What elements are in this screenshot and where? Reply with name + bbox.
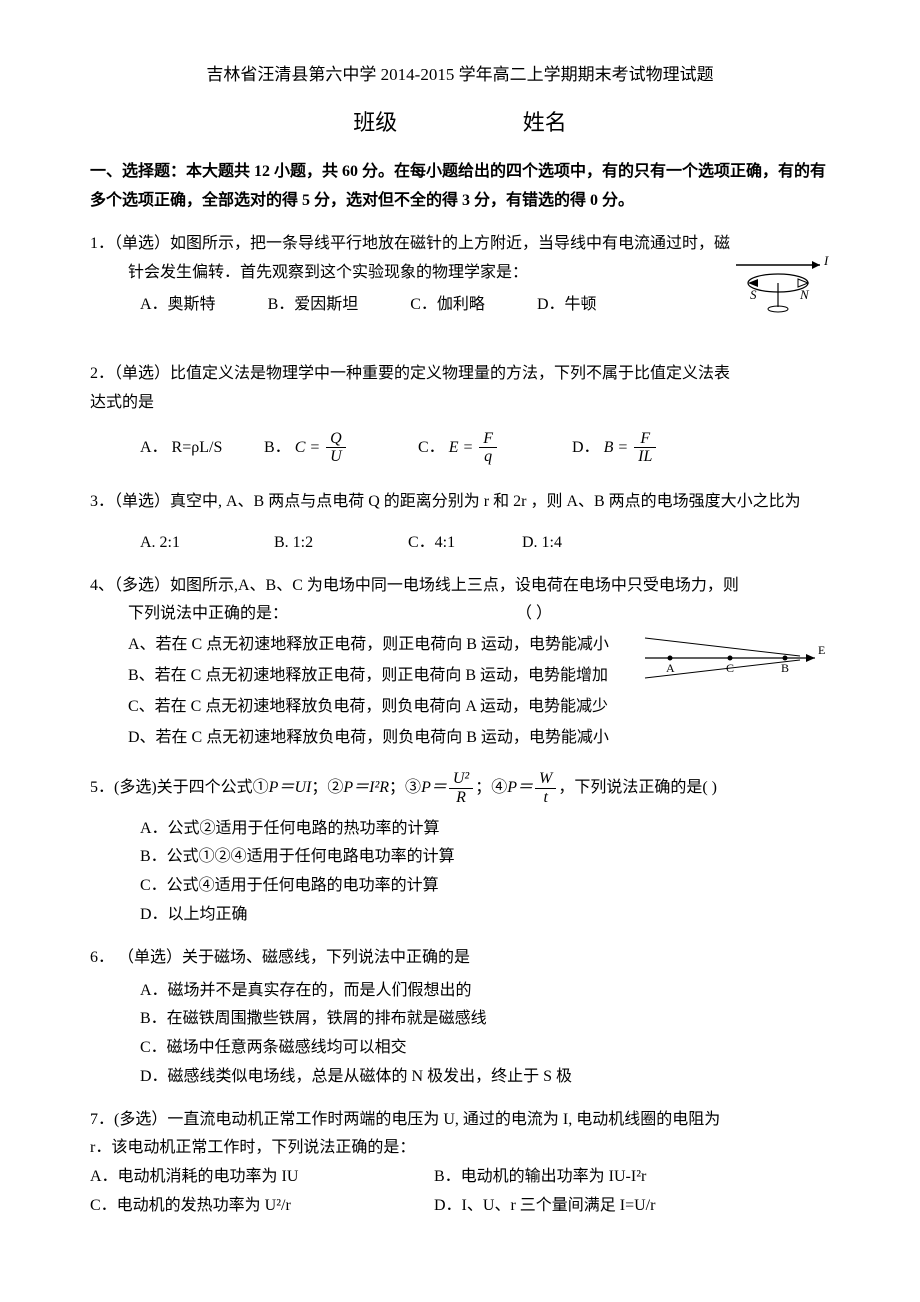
q1-opt-c: C．伽利略 (410, 291, 485, 320)
q7-options-row1: A．电动机消耗的电功率为 IU B．电动机的输出功率为 IU-I²r (90, 1163, 830, 1192)
question-7: 7．(多选）一直流电动机正常工作时两端的电压为 U, 通过的电流为 I, 电动机… (90, 1106, 830, 1221)
q5-opt-a: A．公式②适用于任何电路的热功率的计算 (140, 815, 830, 844)
q4-opt-a: A、若在 C 点无初速地释放正电荷，则正电荷向 B 运动，电势能减小 (90, 631, 640, 660)
question-3: 3．（单选）真空中, A、B 两点与点电荷 Q 的距离分别为 r 和 2r ，则… (90, 488, 830, 558)
q6-opt-d: D．磁感线类似电场线，总是从磁体的 N 极发出，终止于 S 极 (140, 1063, 830, 1092)
q1-figure-compass-icon: I S N (720, 253, 840, 323)
q1-stem-line2: 针会发生偏转．首先观察到这个实验现象的物理学家是： (90, 259, 830, 288)
q1-fig-N: N (799, 287, 810, 302)
q3-options: A. 2:1 B. 1:2 C．4:1 D. 1:4 (90, 529, 830, 558)
q7-stem-line2: r．该电动机正常工作时，下列说法正确的是： (90, 1134, 830, 1163)
q5-opt-d: D．以上均正确 (140, 901, 830, 930)
q3-stem: 3．（单选）真空中, A、B 两点与点电荷 Q 的距离分别为 r 和 2r ，则… (90, 488, 830, 517)
q1-options: A．奥斯特 B．爱因斯坦 C．伽利略 D．牛顿 (90, 291, 830, 320)
question-1: 1．（单选）如图所示，把一条导线平行地放在磁针的上方附近，当导线中有电流通过时，… (90, 230, 830, 320)
q2-opt-a: A． R=ρL/S (140, 434, 260, 463)
q3-opt-c: C．4:1 (408, 529, 518, 558)
svg-text:C: C (726, 661, 734, 675)
q6-opt-a: A．磁场并不是真实存在的，而是人们假想出的 (140, 977, 830, 1006)
q4-opt-b: B、若在 C 点无初速地释放正电荷，则正电荷向 B 运动，电势能增加 (90, 662, 640, 691)
q7-opt-a: A．电动机消耗的电功率为 IU (90, 1163, 430, 1192)
svg-text:A: A (666, 661, 675, 675)
q5-opt-c: C．公式④适用于任何电路的电功率的计算 (140, 872, 830, 901)
q2-opt-b: B． C = QU (264, 430, 414, 466)
q5-stem: 5．(多选)关于四个公式①P＝UI；②P＝I²R；③P＝U²R；④P＝Wt，下列… (90, 770, 830, 806)
q5-options: A．公式②适用于任何电路的热功率的计算 B．公式①②④适用于任何电路电功率的计算… (90, 815, 830, 930)
q2-opt-c: C． E = Fq (418, 430, 568, 466)
q4-figure-field-line-icon: A C B E (640, 618, 830, 698)
question-2: 2．（单选）比值定义法是物理学中一种重要的定义物理量的方法，下列不属于比值定义法… (90, 360, 830, 466)
q1-fig-I: I (823, 253, 829, 268)
q7-options-row2: C．电动机的发热功率为 U²/r D．I、U、r 三个量间满足 I=U/r (90, 1192, 830, 1221)
q2-options: A． R=ρL/S B． C = QU C． E = Fq D． B = FIL (90, 430, 830, 466)
q7-opt-b: B．电动机的输出功率为 IU-I²r (434, 1168, 646, 1185)
q7-opt-d: D．I、U、r 三个量间满足 I=U/r (434, 1197, 655, 1214)
q7-stem-line1: 7．(多选）一直流电动机正常工作时两端的电压为 U, 通过的电流为 I, 电动机… (90, 1106, 830, 1135)
q2-opt-d: D． B = FIL (572, 430, 658, 466)
q5-opt-b: B．公式①②④适用于任何电路电功率的计算 (140, 843, 830, 872)
q6-options: A．磁场并不是真实存在的，而是人们假想出的 B．在磁铁周围撒些铁屑，铁屑的排布就… (90, 977, 830, 1092)
q3-opt-d: D. 1:4 (522, 529, 562, 558)
exam-title: 吉林省汪清县第六中学 2014-2015 学年高二上学期期末考试物理试题 (90, 60, 830, 91)
name-label: 姓名 (523, 103, 567, 143)
q6-opt-c: C．磁场中任意两条磁感线均可以相交 (140, 1034, 830, 1063)
q3-opt-b: B. 1:2 (274, 529, 404, 558)
section-1-header: 一、选择题：本大题共 12 小题，共 60 分。在每小题给出的四个选项中，有的只… (90, 158, 830, 216)
q1-stem-line1: 1．（单选）如图所示，把一条导线平行地放在磁针的上方附近，当导线中有电流通过时，… (90, 230, 830, 259)
q2-stem-line2: 达式的是 (90, 389, 830, 418)
svg-text:E: E (818, 643, 825, 657)
question-6: 6． （单选）关于磁场、磁感线，下列说法中正确的是 A．磁场并不是真实存在的，而… (90, 944, 830, 1092)
q1-fig-S: S (750, 287, 757, 302)
q1-opt-a: A．奥斯特 (140, 291, 216, 320)
q3-opt-a: A. 2:1 (140, 529, 270, 558)
question-5: 5．(多选)关于四个公式①P＝UI；②P＝I²R；③P＝U²R；④P＝Wt，下列… (90, 770, 830, 929)
q4-opt-d: D、若在 C 点无初速地释放负电荷，则负电荷向 B 运动，电势能减小 (90, 724, 640, 753)
q6-stem: 6． （单选）关于磁场、磁感线，下列说法中正确的是 (90, 944, 830, 973)
q6-opt-b: B．在磁铁周围撒些铁屑，铁屑的排布就是磁感线 (140, 1005, 830, 1034)
class-label: 班级 (353, 103, 397, 143)
q4-stem-line2: 下列说法中正确的是： （ ） (90, 600, 640, 629)
q7-opt-c: C．电动机的发热功率为 U²/r (90, 1192, 430, 1221)
q4-stem-line1: 4、（多选）如图所示,A、B、C 为电场中同一电场线上三点，设电荷在电场中只受电… (90, 572, 830, 601)
q1-opt-d: D．牛顿 (537, 291, 597, 320)
student-info-row: 班级 姓名 (90, 103, 830, 143)
question-4: 4、（多选）如图所示,A、B、C 为电场中同一电场线上三点，设电荷在电场中只受电… (90, 572, 830, 755)
q1-opt-b: B．爱因斯坦 (268, 291, 359, 320)
q2-stem-line1: 2．（单选）比值定义法是物理学中一种重要的定义物理量的方法，下列不属于比值定义法… (90, 360, 830, 389)
svg-text:B: B (781, 661, 789, 675)
q4-opt-c: C、若在 C 点无初速地释放负电荷，则负电荷向 A 运动，电势能减少 (90, 693, 640, 722)
